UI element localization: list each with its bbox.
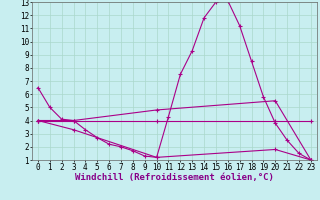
X-axis label: Windchill (Refroidissement éolien,°C): Windchill (Refroidissement éolien,°C) [75,173,274,182]
